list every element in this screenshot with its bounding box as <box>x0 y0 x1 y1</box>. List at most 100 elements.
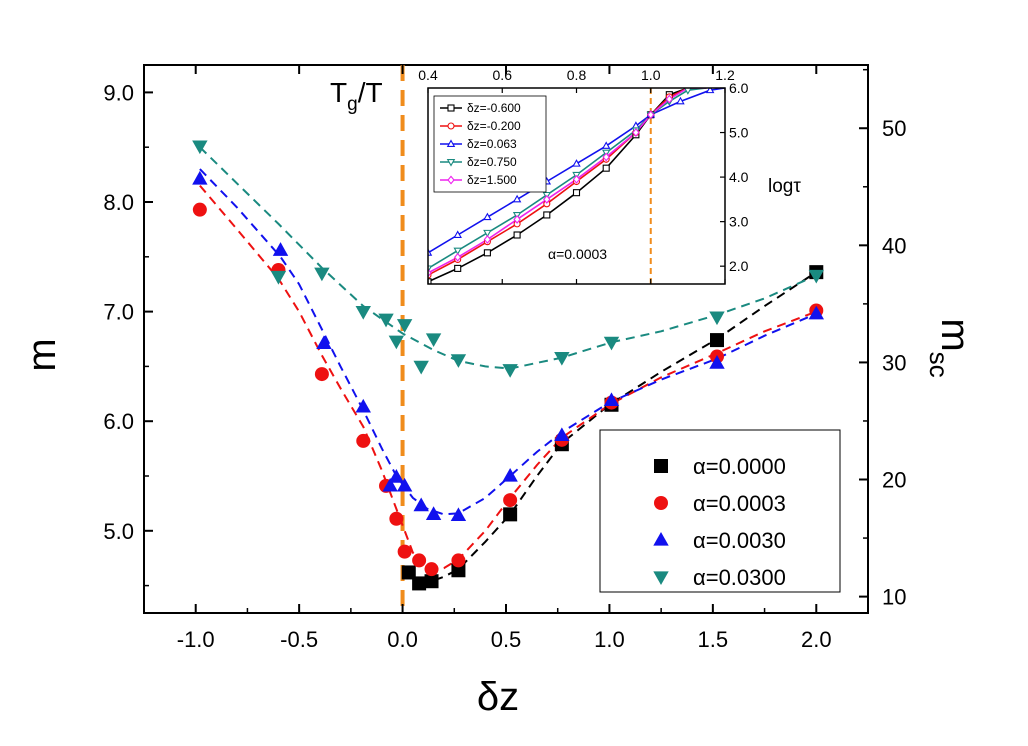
inset-legend-label-1: δz=-0.200 <box>467 119 521 133</box>
data-point-series-0 <box>503 507 518 522</box>
data-point-series-1 <box>451 553 466 568</box>
data-point-series-1 <box>424 562 439 577</box>
inset-legend-label-0: δz=-0.600 <box>467 101 521 115</box>
y2-tick-label: 40 <box>882 233 906 258</box>
inset-point-series-4 <box>483 234 492 244</box>
legend-marker-series-2 <box>653 531 669 546</box>
inset-point-series-2 <box>453 230 462 238</box>
y-axis-label: m <box>20 338 64 371</box>
data-point-series-1 <box>503 493 518 508</box>
y-tick-label: 5.0 <box>103 519 134 544</box>
data-point-series-3 <box>709 311 725 326</box>
data-point-series-2 <box>603 392 620 406</box>
inset-annotation: α=0.0003 <box>548 246 607 262</box>
inset-point-series-0 <box>602 164 610 172</box>
y-tick-label: 8.0 <box>103 190 134 215</box>
data-point-series-0 <box>424 574 439 589</box>
data-point-series-2 <box>425 506 442 520</box>
data-point-series-3 <box>554 352 570 366</box>
fit-line-series-3 <box>199 146 817 370</box>
inset-line-series-2 <box>428 88 725 254</box>
inset-point-series-2 <box>705 88 715 94</box>
data-point-series-1 <box>314 367 329 382</box>
y2-tick-label: 10 <box>882 585 906 610</box>
x-tick-label: -1.0 <box>177 627 215 652</box>
inset-point-series-4 <box>453 252 462 262</box>
inset-point-series-2 <box>676 96 685 105</box>
data-point-series-3 <box>425 333 442 348</box>
data-point-series-3 <box>192 140 208 155</box>
data-point-series-2 <box>355 398 371 413</box>
inset-legend-marker-2 <box>446 139 456 147</box>
inset-point-series-4 <box>602 152 610 162</box>
legend: α=0.0000 α=0.0003 α=0.0030 α=0.0300 <box>599 429 841 593</box>
data-point-series-3 <box>378 313 394 328</box>
data-point-series-2 <box>396 477 413 492</box>
inset-point-series-4 <box>632 128 640 138</box>
y-tick-label: 9.0 <box>103 80 134 105</box>
data-point-series-2 <box>413 497 429 512</box>
inset-point-series-0 <box>483 249 491 257</box>
inset-point-series-4 <box>572 174 581 184</box>
x-tick-label: 0.0 <box>387 627 418 652</box>
inset-point-series-3 <box>428 265 433 273</box>
x-tick-label: 2.0 <box>801 627 832 652</box>
x-axis-label: δz <box>477 675 519 719</box>
data-point-series-3 <box>413 360 429 375</box>
inset-point-series-4 <box>513 214 521 224</box>
inset-point-series-0 <box>454 264 462 272</box>
data-point-series-2 <box>808 305 824 320</box>
inset-y-axis-label: logτ <box>768 176 801 197</box>
data-point-series-3 <box>603 336 620 351</box>
inset-point-series-2 <box>483 212 492 221</box>
data-point-series-0 <box>451 563 466 578</box>
x-tick-label: 1.0 <box>594 627 625 652</box>
legend-marker-series-1 <box>654 496 668 510</box>
inset-legend-marker-4 <box>447 175 455 185</box>
inset-legend-label-4: δz=1.500 <box>467 173 517 187</box>
inset-y-tick-label: 5.0 <box>729 125 749 141</box>
inset-legend-label-2: δz=0.063 <box>467 137 517 151</box>
inset-point-series-4 <box>543 194 551 204</box>
data-point-series-3 <box>450 354 467 368</box>
inset-legend-marker-1 <box>447 122 455 130</box>
legend-label-series-0: α=0.0000 <box>693 454 786 479</box>
y2-tick-label: 50 <box>882 116 906 141</box>
legend-marker-series-3 <box>653 571 669 586</box>
data-point-series-1 <box>192 202 207 217</box>
inset-chart: 0.4 0.6 0.8 1.0 1.2 2.0 3.0 4.0 5.0 6.0 logτ α=0.… <box>418 67 801 285</box>
inset-point-series-2 <box>512 194 522 203</box>
data-point-series-2 <box>450 507 467 522</box>
data-point-series-2 <box>192 170 208 185</box>
inset-point-series-0 <box>543 211 551 219</box>
data-point-series-0 <box>401 565 416 580</box>
legend-box <box>599 429 841 593</box>
data-point-series-3 <box>388 335 405 350</box>
inset-point-series-0 <box>428 278 432 284</box>
legend-marker-series-0 <box>654 459 668 473</box>
inset-x-tick-label: 0.8 <box>567 67 587 83</box>
data-point-series-0 <box>412 576 427 591</box>
inset-point-series-0 <box>572 189 581 197</box>
y2-tick-label: 20 <box>882 468 906 493</box>
inset-x-tick-label: 0.4 <box>418 67 438 83</box>
data-point-series-2 <box>388 469 405 483</box>
y-tick-label: 6.0 <box>103 409 134 434</box>
inset-point-series-2 <box>428 248 433 256</box>
inset-x-tick-label: 1.2 <box>715 67 735 83</box>
x-tick-label: 0.5 <box>491 627 522 652</box>
data-point-series-1 <box>389 511 404 526</box>
inset-y-tick-label: 6.0 <box>729 80 749 96</box>
data-point-series-2 <box>272 242 289 256</box>
fit-line-series-0 <box>406 271 817 583</box>
data-point-series-3 <box>396 319 413 333</box>
inset-legend-marker-0 <box>447 104 455 112</box>
inset-point-series-2 <box>601 141 611 149</box>
data-point-series-3 <box>314 267 330 282</box>
data-point-series-1 <box>397 544 412 559</box>
inset-point-series-3 <box>684 88 692 95</box>
data-point-series-3 <box>808 269 824 284</box>
inset-x-tick-label: 1.0 <box>641 67 661 83</box>
data-point-series-2 <box>502 467 518 482</box>
inset-y-tick-label: 4.0 <box>729 169 749 185</box>
